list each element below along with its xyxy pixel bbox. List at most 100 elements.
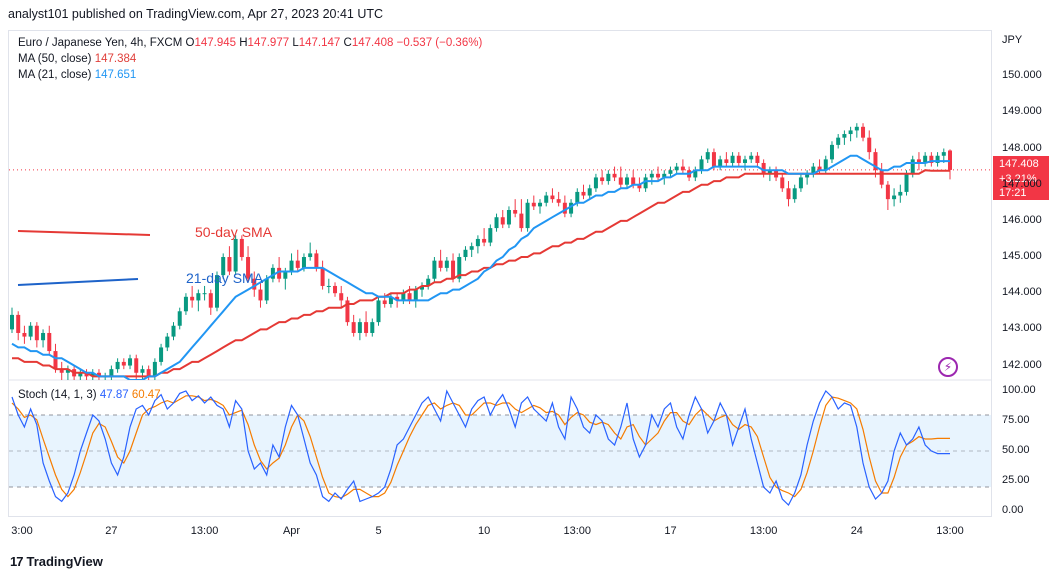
candles-group bbox=[10, 123, 952, 380]
candle-body bbox=[413, 289, 418, 301]
candle-body bbox=[581, 191, 586, 196]
candle-body bbox=[382, 300, 387, 305]
candle-body bbox=[233, 238, 238, 272]
brand-name: TradingView bbox=[26, 554, 103, 569]
candle-body bbox=[469, 246, 474, 250]
candle-body bbox=[444, 260, 449, 268]
sma50-annotation: 50-day SMA bbox=[195, 224, 273, 240]
candle-body bbox=[202, 293, 207, 295]
candle-body bbox=[854, 126, 859, 131]
candle-body bbox=[339, 293, 344, 301]
publisher-line: analyst101 published on TradingView.com,… bbox=[8, 7, 384, 21]
candle-body bbox=[569, 202, 574, 214]
candle-body bbox=[488, 228, 493, 243]
sma21-drawn-line bbox=[17, 278, 139, 286]
candle-body bbox=[283, 271, 288, 279]
price-tick-label: 150.000 bbox=[1002, 69, 1042, 82]
last-price-tag: 147.408 +3.21% 17:21 bbox=[993, 156, 1049, 200]
candle-body bbox=[649, 173, 654, 178]
candle-body bbox=[718, 159, 723, 167]
candle-body bbox=[631, 177, 636, 185]
candle-body bbox=[575, 191, 580, 203]
ma21-legend: MA (21, close) 147.651 bbox=[18, 68, 136, 82]
candle-body bbox=[53, 351, 58, 370]
sma21-annotation: 21-day SMA bbox=[186, 270, 264, 286]
stoch-tick-label: 75.00 bbox=[1002, 414, 1030, 426]
candle-body bbox=[904, 173, 909, 192]
ma50-legend: MA (50, close) 147.384 bbox=[18, 52, 136, 66]
stoch-d-value: 60.47 bbox=[131, 389, 161, 401]
candle-body bbox=[351, 322, 356, 333]
low-value: 147.147 bbox=[298, 37, 341, 49]
candle-body bbox=[183, 296, 188, 312]
candle-body bbox=[699, 159, 704, 171]
candle-body bbox=[643, 177, 648, 189]
candle-body bbox=[513, 210, 518, 214]
candle-body bbox=[923, 155, 928, 163]
time-tick-label: 17 bbox=[664, 525, 677, 537]
candle-body bbox=[879, 170, 884, 185]
candle-body bbox=[326, 285, 331, 287]
candle-body bbox=[556, 199, 561, 203]
candle-body bbox=[165, 336, 170, 348]
open-label: O bbox=[185, 37, 195, 49]
tradingview-logo[interactable]: 17 TradingView bbox=[10, 554, 103, 569]
candle-body bbox=[264, 278, 269, 301]
candle-body bbox=[848, 130, 853, 135]
ma21-label: MA (21, close) bbox=[18, 69, 92, 81]
ma50-line bbox=[12, 169, 950, 378]
candle-body bbox=[388, 296, 393, 305]
close-label: C bbox=[343, 37, 352, 49]
candle-body bbox=[252, 278, 257, 290]
high-value: 147.977 bbox=[247, 37, 290, 49]
candle-body bbox=[277, 267, 282, 279]
candle-body bbox=[730, 155, 735, 163]
candle-body bbox=[805, 173, 810, 178]
low-label: L bbox=[292, 37, 299, 49]
candle-body bbox=[786, 188, 791, 200]
candle-body bbox=[376, 300, 381, 323]
candle-body bbox=[320, 267, 325, 286]
candle-body bbox=[41, 332, 46, 341]
candle-body bbox=[475, 238, 480, 247]
candle-body bbox=[345, 300, 350, 323]
time-tick-label: 27 bbox=[105, 525, 118, 537]
candle-body bbox=[357, 322, 362, 333]
candle-body bbox=[780, 177, 785, 189]
close-value: 147.408 bbox=[351, 37, 394, 49]
candle-body bbox=[941, 152, 946, 156]
price-tick-label: 149.000 bbox=[1002, 105, 1042, 118]
candle-body bbox=[724, 159, 729, 163]
candle-body bbox=[190, 296, 195, 301]
candle-body bbox=[656, 173, 661, 178]
candle-body bbox=[811, 166, 816, 174]
candle-body bbox=[333, 285, 338, 294]
candle-body bbox=[668, 170, 673, 174]
candle-body bbox=[96, 372, 101, 377]
price-tick-label: 148.000 bbox=[1002, 141, 1042, 154]
price-tick-label: 147.000 bbox=[1002, 177, 1042, 190]
candle-body bbox=[736, 155, 741, 163]
candle-body bbox=[196, 293, 201, 301]
candle-body bbox=[929, 155, 934, 163]
candle-body bbox=[419, 285, 424, 290]
candle-body bbox=[16, 314, 21, 333]
price-tick-label: 142.000 bbox=[1002, 358, 1042, 371]
candle-body bbox=[792, 188, 797, 200]
ma50-label: MA (50, close) bbox=[18, 53, 92, 65]
candle-body bbox=[59, 369, 64, 373]
candle-body bbox=[10, 314, 14, 330]
candle-body bbox=[755, 155, 760, 163]
sma50-drawn-line bbox=[17, 230, 151, 236]
candle-body bbox=[451, 260, 456, 279]
candle-body bbox=[214, 275, 219, 308]
candle-body bbox=[494, 217, 499, 229]
stoch-tick-label: 100.00 bbox=[1002, 384, 1036, 396]
candle-body bbox=[823, 159, 828, 171]
candle-body bbox=[836, 137, 841, 145]
lightning-icon[interactable]: ⚡ bbox=[938, 357, 958, 377]
price-tick-label: 146.000 bbox=[1002, 213, 1042, 226]
time-tick-label: 3:00 bbox=[11, 525, 33, 537]
candle-body bbox=[314, 253, 319, 268]
